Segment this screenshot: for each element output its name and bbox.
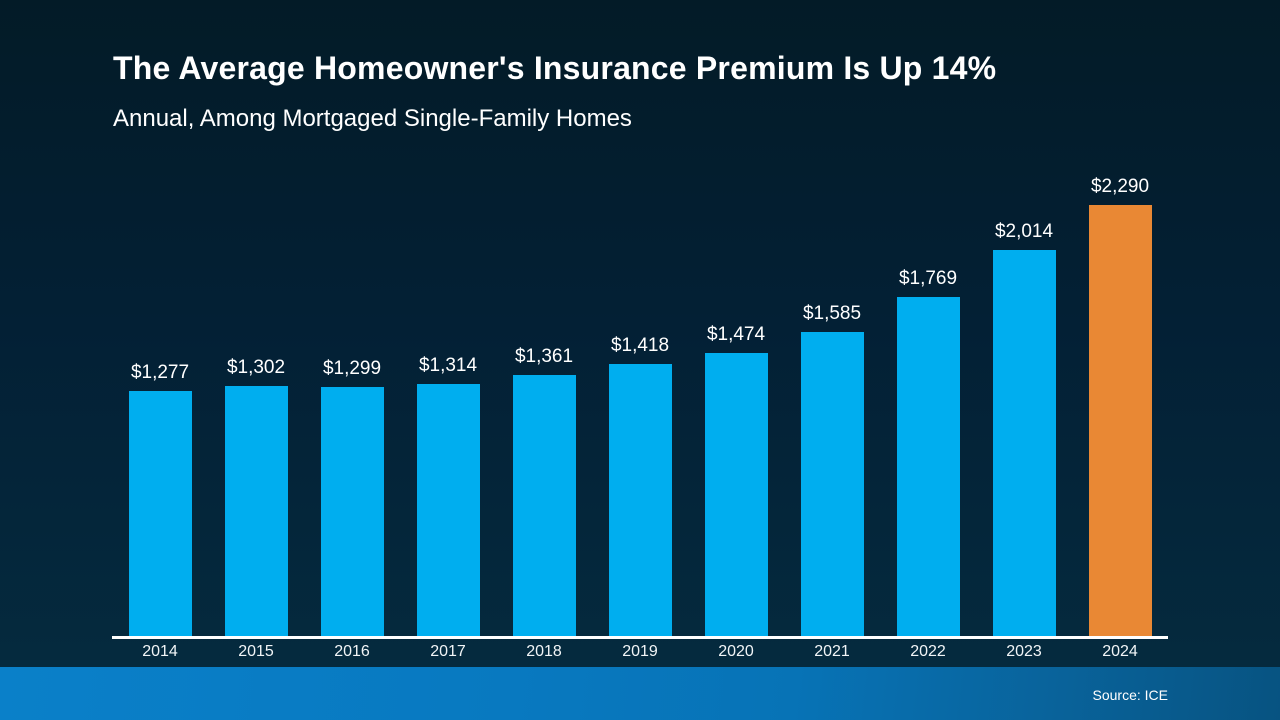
bar-2023 xyxy=(992,250,1056,636)
bar-2018 xyxy=(512,375,576,636)
bar-2020 xyxy=(704,353,768,636)
chart-title: The Average Homeowner's Insurance Premiu… xyxy=(113,50,997,86)
bar-group-2021: $1,585 xyxy=(784,176,880,636)
x-axis-tick-labels: 2014 2015 2016 2017 2018 2019 2020 2021 2022 2023… xyxy=(112,643,1168,661)
bar-group-2020: $1,474 xyxy=(688,176,784,636)
bar-2014 xyxy=(128,391,192,636)
bar-2021 xyxy=(800,332,864,636)
bar-value-label: $1,314 xyxy=(418,355,478,376)
chart-subtitle: Annual, Among Mortgaged Single-Family Ho… xyxy=(113,105,632,132)
bar-2022 xyxy=(896,297,960,636)
x-tick-label-2017: 2017 xyxy=(430,643,466,660)
x-tick-label-2015: 2015 xyxy=(238,643,274,660)
bar-2024 xyxy=(1088,205,1152,636)
bar-group-2018: $1,361 xyxy=(496,176,592,636)
footer-band: Source: ICE xyxy=(0,667,1280,720)
bar-group-2022: $1,769 xyxy=(880,176,976,636)
bar-value-label: $2,014 xyxy=(994,221,1054,242)
bar-group-2015: $1,302 xyxy=(208,176,304,636)
bar-value-label: $1,769 xyxy=(898,268,958,289)
x-tick-label-2021: 2021 xyxy=(814,643,850,660)
bar-value-label: $1,361 xyxy=(514,346,574,367)
x-tick-label-2014: 2014 xyxy=(142,643,178,660)
bar-group-2023: $2,014 xyxy=(976,176,1072,636)
x-tick-label-2023: 2023 xyxy=(1006,643,1042,660)
bar-group-2024: $2,290 xyxy=(1072,176,1168,636)
bar-value-label: $1,418 xyxy=(610,335,670,356)
bar-2019 xyxy=(608,364,672,636)
bar-group-2019: $1,418 xyxy=(592,176,688,636)
bar-group-2016: $1,299 xyxy=(304,176,400,636)
bar-value-label: $1,277 xyxy=(130,362,190,383)
bar-value-label: $1,585 xyxy=(802,303,862,324)
x-tick-label-2024: 2024 xyxy=(1102,643,1138,660)
x-tick-label-2018: 2018 xyxy=(526,643,562,660)
x-tick-label-2022: 2022 xyxy=(910,643,946,660)
bar-value-label: $2,290 xyxy=(1090,176,1150,197)
bar-chart-plot-area: $1,277 $1,302 $1,299 $1,314 $1,361 $1,418 $1,4… xyxy=(112,176,1168,636)
source-attribution: Source: ICE xyxy=(1092,687,1168,703)
x-axis-baseline xyxy=(112,636,1168,639)
bar-2017 xyxy=(416,384,480,636)
bar-group-2017: $1,314 xyxy=(400,176,496,636)
bar-2015 xyxy=(224,386,288,636)
bar-group-2014: $1,277 xyxy=(112,176,208,636)
bar-2016 xyxy=(320,387,384,636)
x-tick-label-2020: 2020 xyxy=(718,643,754,660)
x-tick-label-2019: 2019 xyxy=(622,643,658,660)
x-tick-label-2016: 2016 xyxy=(334,643,370,660)
bar-value-label: $1,474 xyxy=(706,324,766,345)
bar-value-label: $1,302 xyxy=(226,357,286,378)
bar-value-label: $1,299 xyxy=(322,358,382,379)
